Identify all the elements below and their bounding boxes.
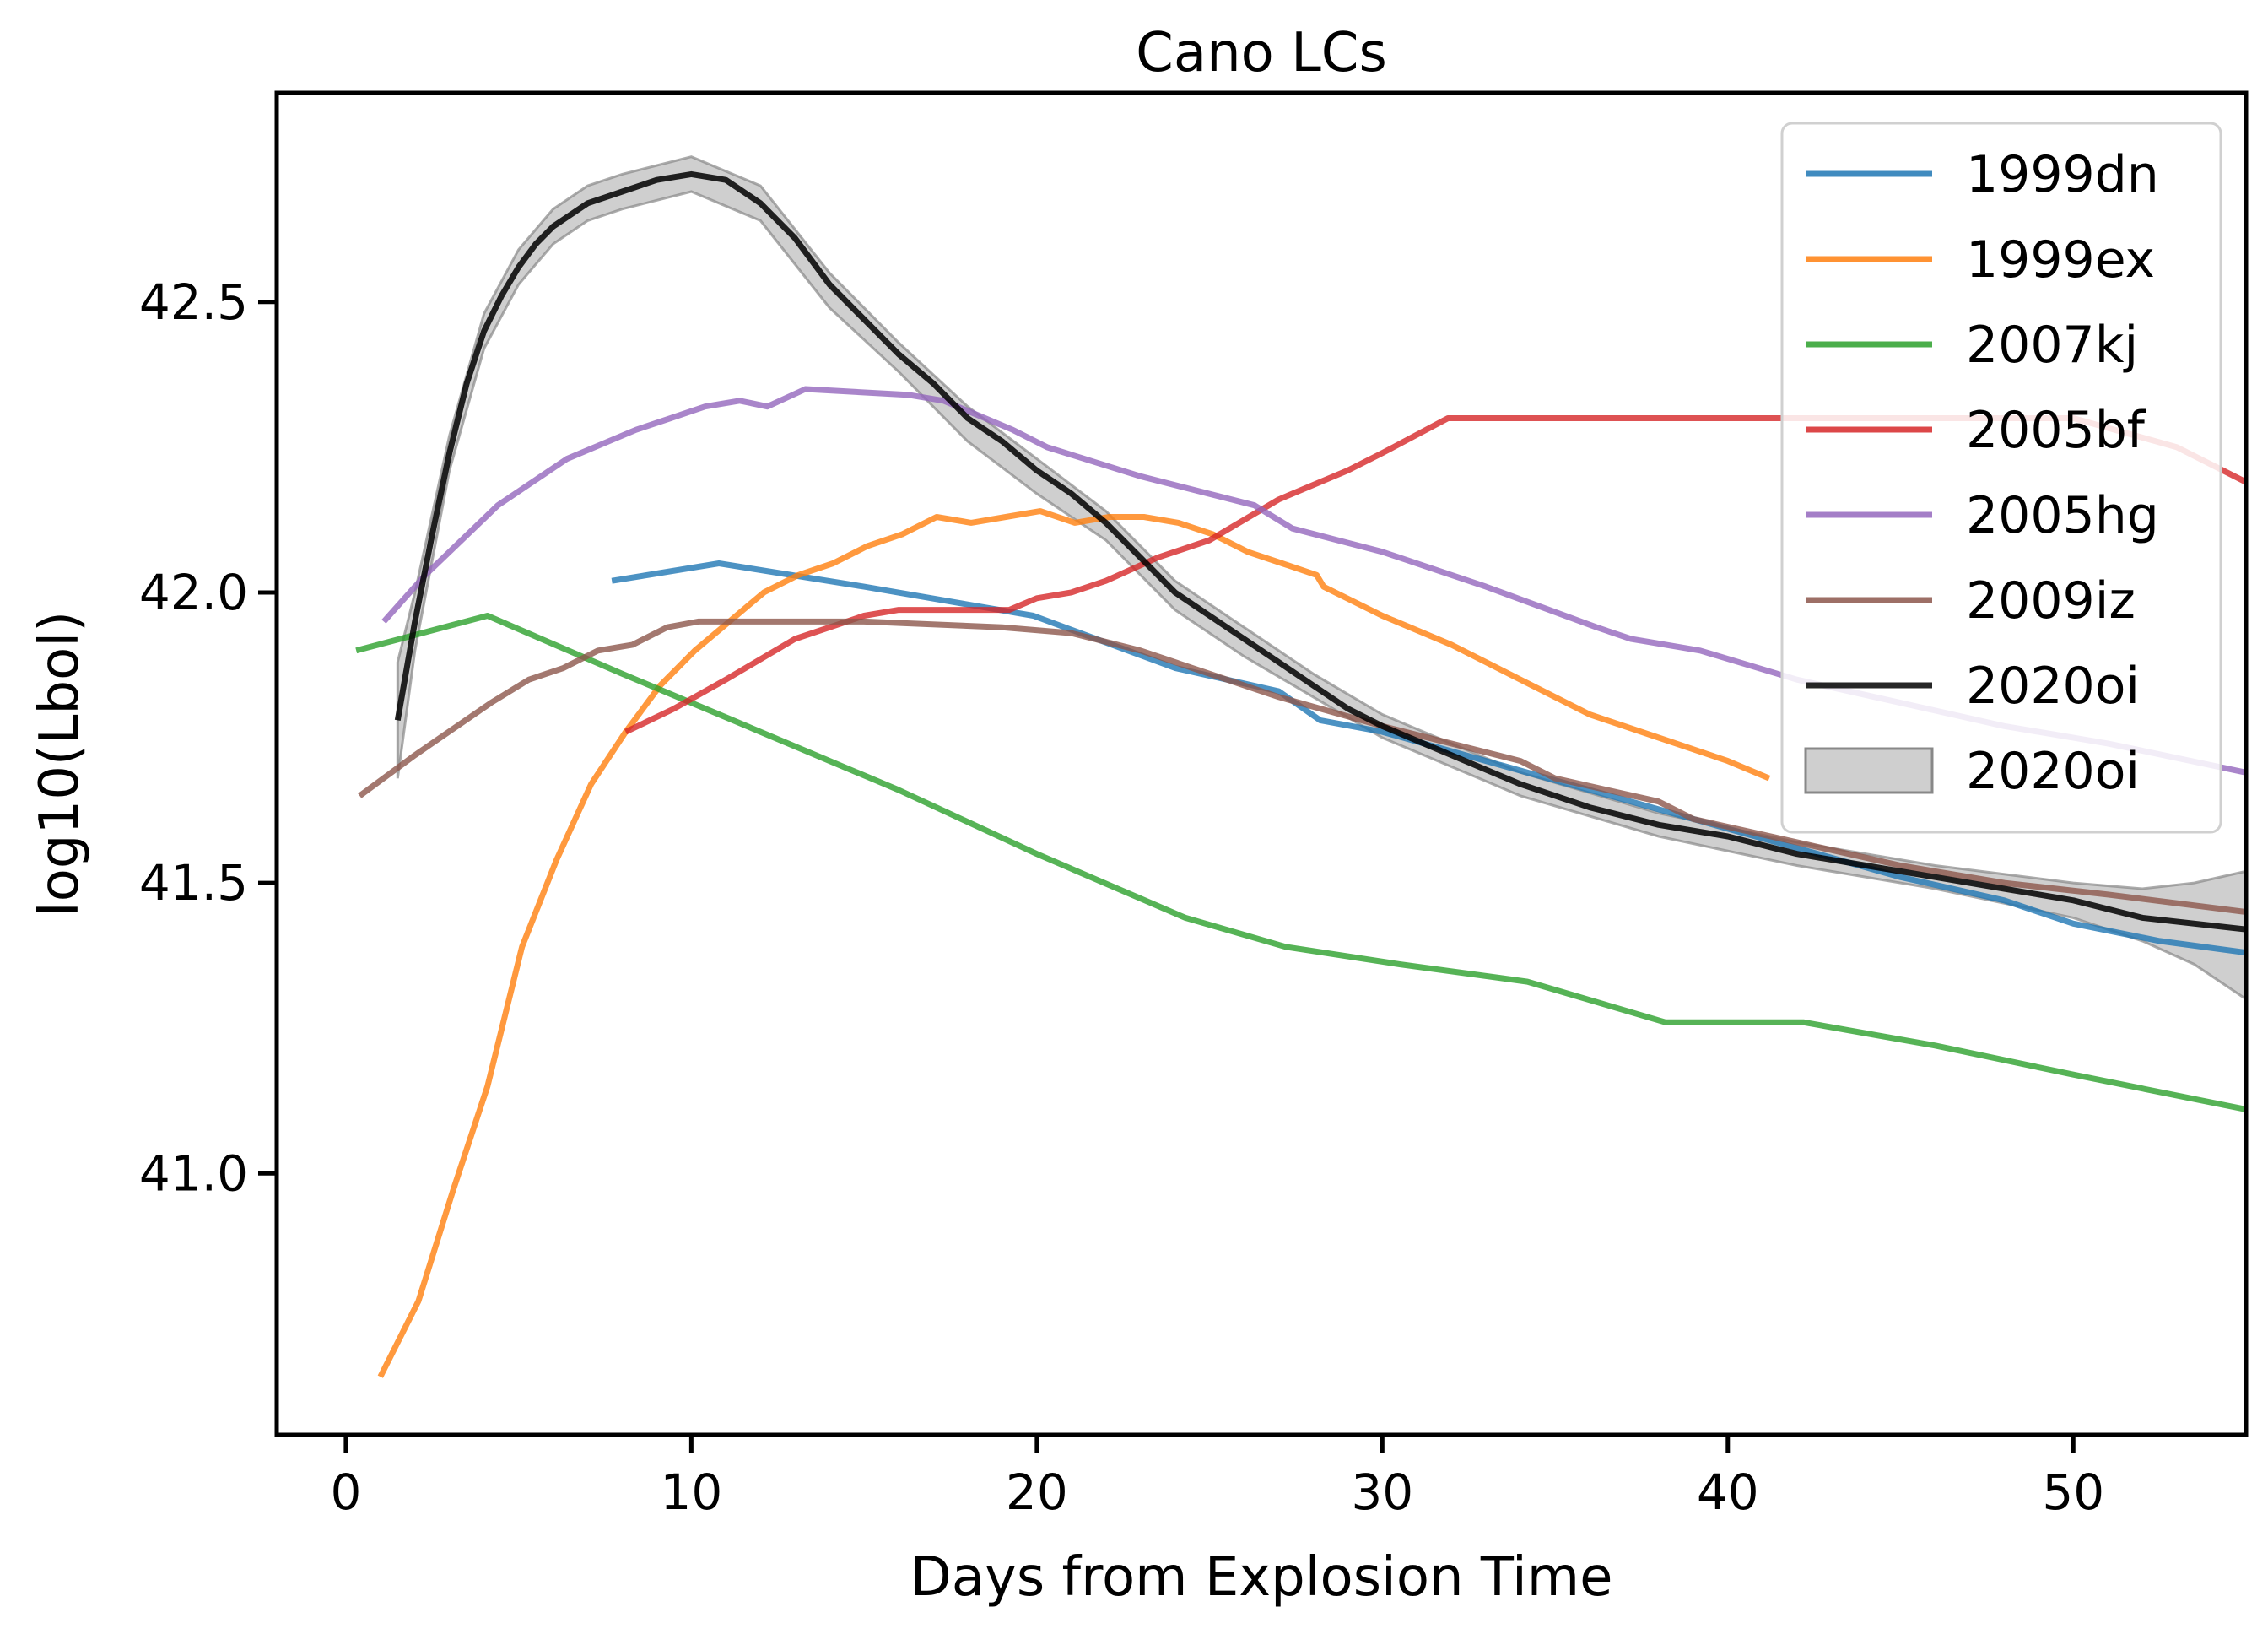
y-tick-label: 42.0 (139, 564, 248, 621)
y-tick-label: 41.0 (139, 1144, 248, 1202)
series-line-1999ex (377, 508, 1771, 1378)
series-line-2009iz (358, 618, 2246, 915)
x-axis-title: Days from Explosion Time (910, 1546, 1612, 1609)
x-tick-label: 20 (1006, 1464, 1068, 1521)
legend-label: 2020oi (1966, 657, 2140, 716)
y-tick-label: 41.5 (139, 854, 248, 912)
series-line-2020oi (394, 170, 2246, 933)
y-axis-title: log10(Lbol) (29, 611, 91, 917)
legend-label: 2005bf (1966, 401, 2146, 460)
legend-label: 1999dn (1966, 145, 2159, 204)
legend-swatch (1804, 747, 1934, 794)
series-line-2005bf (624, 415, 2246, 735)
legend: 1999dn 1999ex 2007kj 2005bf 2005hg 2009iz 2020… (1780, 122, 2222, 834)
chart-title: Cano LCs (1136, 22, 1387, 84)
legend-label: 2007kj (1966, 316, 2138, 375)
x-tick-label: 0 (330, 1464, 361, 1521)
legend-label: 2005hg (1966, 486, 2159, 545)
legend-label: 2009iz (1966, 571, 2136, 630)
legend-label: 2020oi (1966, 742, 2140, 801)
series-layer (355, 170, 2246, 1378)
band-2020oi (396, 155, 2246, 1001)
y-tick-label: 42.5 (139, 273, 248, 331)
x-tick-label: 30 (1351, 1464, 1413, 1521)
series-line-1999dn (611, 560, 2246, 956)
band-layer (396, 155, 2246, 1001)
legend-box (1780, 122, 2222, 834)
series-line-2007kj (355, 613, 2246, 1112)
series-line-2005hg (381, 386, 2246, 776)
legend-label: 1999ex (1966, 230, 2155, 289)
x-tick-label: 50 (2042, 1464, 2104, 1521)
plot-frame (274, 90, 2249, 1437)
x-tick-label: 10 (660, 1464, 722, 1521)
x-axis: 0 10 20 30 40 50 (330, 1435, 2104, 1521)
y-axis: 41.0 41.5 42.0 42.5 (139, 273, 277, 1202)
x-tick-label: 40 (1697, 1464, 1759, 1521)
